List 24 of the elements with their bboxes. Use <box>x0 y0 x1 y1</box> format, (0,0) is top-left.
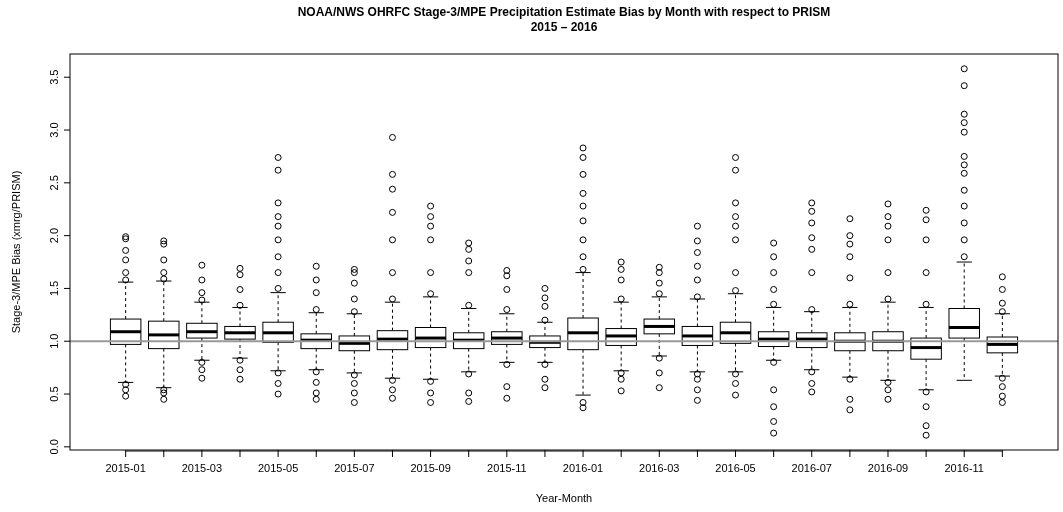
x-tick-label: 2015-03 <box>181 462 223 474</box>
x-tick-label: 2016-09 <box>867 462 909 474</box>
y-tick-label: 0.0 <box>48 439 60 455</box>
x-tick-label: 2015-11 <box>487 462 527 474</box>
x-tick-label: 2016-01 <box>562 462 604 474</box>
x-tick-label: 2016-11 <box>944 462 985 474</box>
y-tick-label: 3.5 <box>48 69 60 85</box>
y-tick-label: 1.5 <box>48 280 60 297</box>
x-tick-label: 2016-07 <box>791 462 832 474</box>
y-tick-label: 3.0 <box>48 122 60 138</box>
y-tick-label: 0.5 <box>48 386 60 402</box>
y-tick-label: 2.5 <box>48 175 60 191</box>
y-tick-label: 1.0 <box>48 333 60 349</box>
x-axis-title: Year-Month <box>535 492 593 504</box>
x-tick-label: 2015-09 <box>410 462 451 474</box>
y-tick-label: 2.0 <box>48 227 60 244</box>
chart-title: NOAA/NWS OHRFC Stage-3/MPE Precipitation Estimate Bias by Month with respect to PRISM <box>297 5 831 19</box>
chart-subtitle: 2015 – 2016 <box>530 20 598 34</box>
x-tick-label: 2016-05 <box>715 462 756 474</box>
x-tick-label: 2015-07 <box>334 462 375 474</box>
x-tick-label: 2016-03 <box>639 462 680 474</box>
x-tick-label: 2015-01 <box>105 462 146 474</box>
x-tick-label: 2015-05 <box>257 462 299 474</box>
y-axis-title: Stage-3/MPE Bias (xmrg/PRISM) <box>10 170 22 334</box>
